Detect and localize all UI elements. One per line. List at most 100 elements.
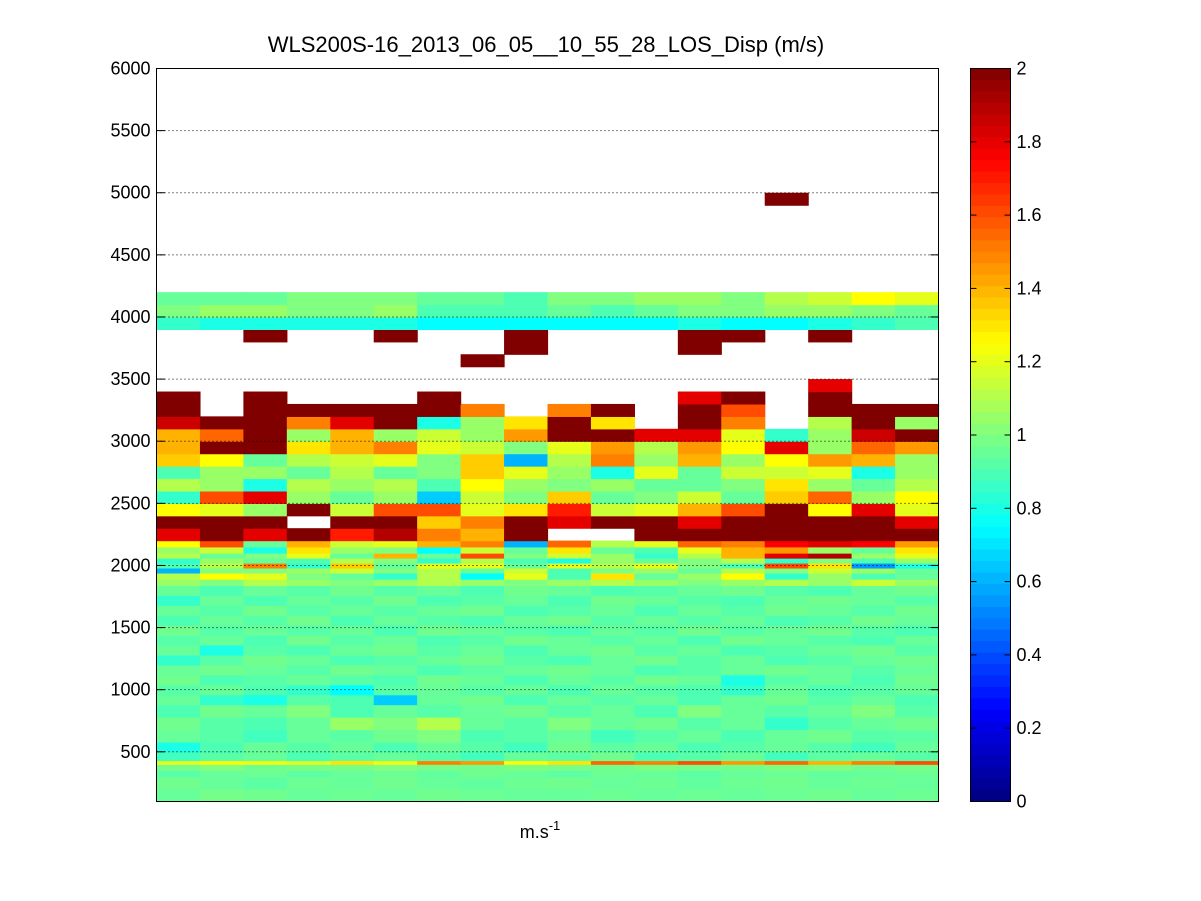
heatmap-cell [721, 664, 766, 676]
heatmap-cell [547, 546, 592, 554]
heatmap-cell [677, 316, 722, 330]
heatmap-cell [417, 515, 462, 529]
heatmap-cell [286, 441, 331, 455]
heatmap-cell [764, 635, 809, 646]
heatmap-cell [851, 764, 896, 772]
heatmap-cell [460, 579, 505, 586]
heatmap-cell [590, 441, 635, 455]
heatmap-cell [895, 644, 940, 656]
heatmap-cell [417, 760, 462, 765]
heatmap-cell [851, 704, 896, 718]
heatmap-cell [199, 625, 244, 636]
heatmap-cell [417, 654, 462, 666]
heatmap-cell [547, 635, 592, 646]
heatmap-cell [199, 557, 244, 564]
heatmap-cell [895, 292, 940, 306]
heatmap-cell [547, 567, 592, 574]
heatmap-cell [156, 466, 201, 480]
heatmap-cell [721, 760, 766, 765]
heatmap-cell [851, 635, 896, 646]
heatmap-cell [895, 729, 940, 743]
heatmap-cell [851, 684, 896, 696]
heatmap-cell [851, 546, 896, 554]
heatmap-cell [721, 635, 766, 646]
heatmap-cell [634, 741, 679, 753]
colorbar-segment [970, 652, 1011, 665]
heatmap-cell [808, 391, 853, 405]
colorbar-segment [970, 183, 1011, 195]
heatmap-cell [764, 704, 809, 718]
heatmap-cell [243, 729, 288, 743]
heatmap-cell [460, 540, 505, 548]
heatmap-cell [199, 789, 244, 803]
heatmap-cell [895, 717, 940, 731]
colorbar-segment [970, 515, 1011, 528]
heatmap-cell [634, 478, 679, 492]
heatmap-cell [460, 704, 505, 718]
colorbar-segment [970, 68, 1011, 81]
heatmap-cell [460, 760, 505, 765]
heatmap-cell [764, 694, 809, 706]
heatmap-cell [243, 789, 288, 803]
heatmap-cell [851, 572, 896, 580]
heatmap-cell [677, 562, 722, 569]
heatmap-cell [330, 717, 375, 731]
colorbar-segment [970, 767, 1011, 780]
heatmap-cell [460, 776, 505, 790]
colorbar-segment [970, 400, 1011, 413]
colorbar-segment [970, 755, 1011, 768]
heatmap-cell [808, 572, 853, 580]
heatmap-cell [199, 764, 244, 772]
colorbar-segment [970, 583, 1011, 596]
colorbar-segment [970, 114, 1011, 127]
heatmap-cell [373, 453, 418, 467]
heatmap-cell [373, 770, 418, 778]
heatmap-cell [504, 664, 549, 676]
colorbar-segment [970, 675, 1011, 688]
heatmap-cell [417, 466, 462, 480]
colorbar-segment [970, 137, 1011, 150]
heatmap-cell [330, 644, 375, 656]
heatmap-cell [764, 540, 809, 548]
heatmap-cell [590, 546, 635, 554]
colorbar-segment [970, 297, 1011, 310]
heatmap-cell [590, 704, 635, 718]
heatmap-cell [808, 528, 853, 542]
heatmap-cell [417, 585, 462, 596]
heatmap-cell [330, 694, 375, 706]
heatmap-cell [764, 615, 809, 626]
heatmap-cell [851, 567, 896, 574]
heatmap-cell [286, 572, 331, 580]
colorbar-segment [970, 492, 1011, 505]
heatmap-cell [764, 192, 809, 206]
heatmap-cell [808, 292, 853, 306]
heatmap-cell [851, 741, 896, 753]
heatmap-cell [373, 562, 418, 569]
heatmap-cell [721, 292, 766, 306]
heatmap-cell [460, 416, 505, 430]
heatmap-cell [156, 540, 201, 548]
heatmap-cell [417, 625, 462, 636]
heatmap-cell [547, 557, 592, 564]
heatmap-cell [504, 615, 549, 626]
heatmap-cell [764, 515, 809, 529]
heatmap-cell [199, 540, 244, 548]
heatmap-cell [590, 466, 635, 480]
heatmap-cell [243, 764, 288, 772]
heatmap-cell [156, 557, 201, 564]
heatmap-cell [156, 717, 201, 731]
heatmap-cell [634, 466, 679, 480]
heatmap-cell [895, 546, 940, 554]
heatmap-cell [417, 428, 462, 442]
heatmap-cell [590, 585, 635, 596]
colorbar-tick-label: 1 [1017, 425, 1027, 445]
heatmap-cell [721, 729, 766, 743]
heatmap-cell [677, 729, 722, 743]
heatmap-cell [460, 528, 505, 542]
heatmap-cell [851, 789, 896, 803]
heatmap-cell [243, 490, 288, 504]
heatmap-cell [895, 416, 940, 430]
heatmap-cell [764, 490, 809, 504]
heatmap-cell [504, 717, 549, 731]
heatmap-cell [547, 760, 592, 765]
